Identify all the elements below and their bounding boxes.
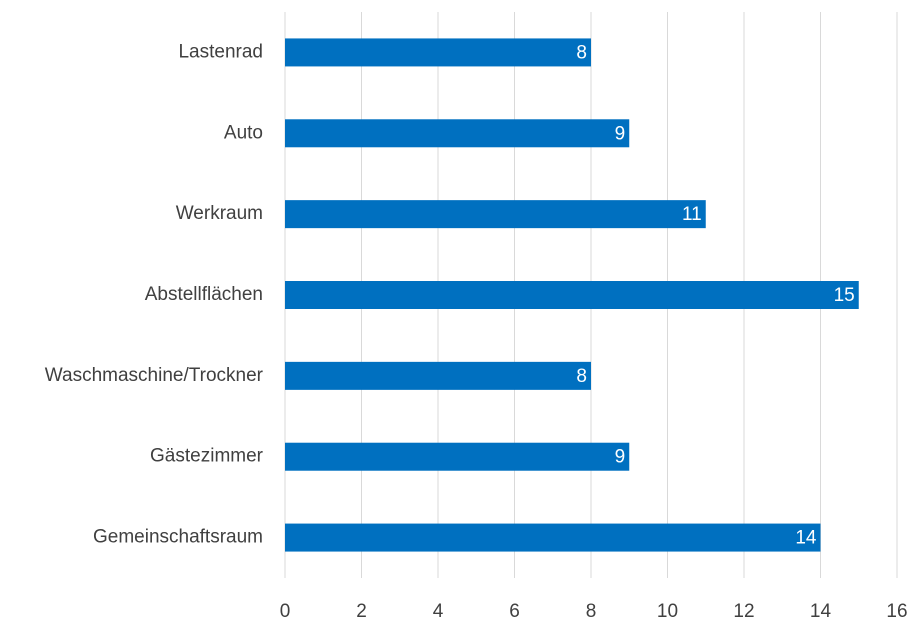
- bar: [285, 119, 630, 148]
- x-tick-label: 6: [509, 601, 520, 622]
- y-tick-label: Gästezimmer: [150, 446, 264, 467]
- bar: [285, 361, 591, 390]
- x-tick-label: 2: [356, 601, 367, 622]
- y-tick-label: Gemeinschaftsraum: [93, 527, 263, 548]
- bar: [285, 38, 591, 67]
- data-label: 15: [834, 285, 855, 306]
- x-tick-label: 10: [657, 601, 678, 622]
- data-label: 8: [576, 366, 587, 387]
- bar: [285, 523, 821, 552]
- bar: [285, 281, 859, 309]
- x-tick-label: 0: [280, 601, 291, 622]
- bar: [285, 200, 706, 229]
- data-label: 11: [682, 204, 702, 225]
- data-label: 9: [615, 123, 626, 144]
- y-tick-label: Auto: [224, 122, 263, 143]
- y-tick-label: Abstellflächen: [145, 284, 263, 305]
- y-tick-label: Lastenrad: [178, 41, 263, 62]
- x-tick-label: 8: [586, 601, 597, 622]
- x-tick-label: 16: [886, 601, 907, 622]
- x-tick-label: 12: [733, 601, 754, 622]
- bar: [285, 442, 630, 471]
- x-tick-label: 4: [433, 601, 444, 622]
- y-tick-label: Werkraum: [176, 203, 263, 224]
- data-label: 8: [576, 42, 587, 63]
- y-tick-label: Waschmaschine/Trockner: [45, 365, 264, 386]
- data-label: 14: [795, 528, 817, 549]
- data-label: 9: [615, 447, 626, 468]
- x-tick-label: 14: [810, 601, 832, 622]
